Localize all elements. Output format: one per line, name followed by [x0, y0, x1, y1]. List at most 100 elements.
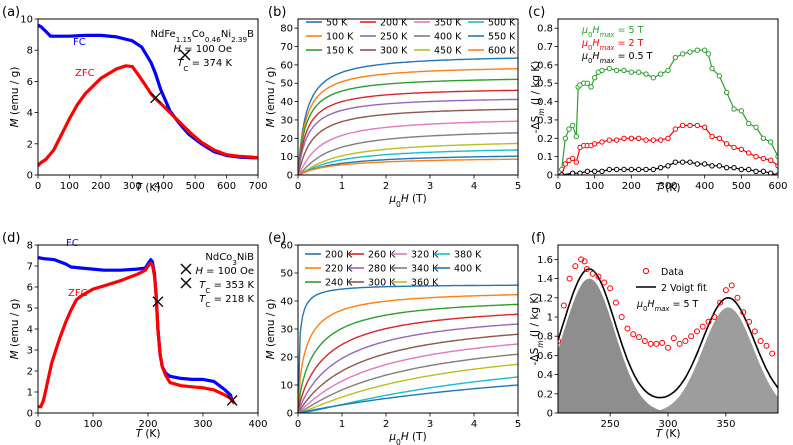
data-point	[769, 350, 776, 357]
x-tick-label: 500	[186, 181, 205, 192]
y-tick-label: 1	[547, 313, 553, 324]
x-tick-label: 0	[295, 181, 301, 192]
legend-label: 280 K	[368, 264, 396, 275]
data-point	[630, 331, 637, 338]
y-tick-label: 0	[547, 409, 553, 420]
data-point	[723, 164, 730, 171]
x-tick-label: 100	[83, 419, 102, 430]
series-100-k-line	[298, 67, 518, 175]
y-tick-label: 4	[27, 108, 33, 119]
data-point	[746, 318, 753, 325]
legend-label: 400 K	[434, 32, 462, 43]
data-point	[583, 266, 590, 272]
y-tick-label: 1	[27, 388, 33, 399]
x-tick-label: 2	[383, 181, 389, 192]
tc-label: TC = 374 K	[177, 58, 232, 73]
data-point	[679, 159, 686, 165]
fc-label: FC	[73, 37, 86, 48]
legend-label: μ0Hmax = 5 T	[581, 25, 644, 39]
legend-label: 50 K	[326, 18, 348, 29]
plot-area-f	[558, 256, 778, 413]
y-axis-label: M (emu / g)	[265, 299, 277, 360]
panel-c: 0 100 200 300 400 500 600 0 0.1 0.2 0.3 0.4 0.5 0.6 0.…	[530, 18, 788, 194]
data-point	[589, 270, 596, 277]
series-250-k-line	[298, 98, 518, 175]
series-50-k-line	[298, 57, 518, 175]
data-point	[650, 75, 657, 81]
data-point	[628, 69, 635, 75]
data-point	[738, 166, 745, 173]
panel-label: (a)	[2, 5, 20, 20]
data-point	[558, 338, 561, 344]
tc-marker	[150, 92, 162, 104]
data-point	[745, 120, 752, 127]
x-tick-label: 0	[35, 181, 41, 192]
data-point	[665, 344, 671, 351]
data-point	[745, 150, 752, 156]
data-point	[682, 338, 689, 344]
data-point	[606, 137, 613, 143]
series-zfc-line	[38, 64, 258, 168]
y-tick-label: 80	[280, 24, 293, 35]
tc-marker	[179, 49, 191, 61]
data-point	[731, 164, 737, 171]
data-point	[591, 141, 598, 147]
series-150-k-line	[298, 78, 518, 175]
y-axis-label: M (emu / g)	[9, 67, 21, 128]
data-point	[588, 84, 594, 90]
data-point	[628, 135, 635, 141]
legend-label: 300 K	[380, 46, 408, 57]
x-tick-label: 5	[515, 419, 521, 430]
series-300-k-line	[298, 333, 518, 413]
data-point	[693, 328, 700, 335]
data-point	[753, 168, 759, 175]
legend-marker	[642, 267, 650, 275]
y-tick-label: 70	[280, 42, 293, 53]
panel-label: (e)	[268, 231, 286, 246]
y-tick-label: 5	[27, 304, 33, 315]
data-point	[740, 309, 747, 316]
data-point	[584, 168, 591, 175]
data-point	[672, 159, 679, 165]
data-point	[694, 47, 701, 53]
x-tick-label: 400	[248, 419, 267, 430]
y-axis-label: M (emu / g)	[265, 67, 277, 128]
y-tick-label: 6	[27, 283, 33, 294]
data-point	[618, 314, 625, 320]
panel-label: (f)	[531, 231, 546, 246]
data-point	[731, 144, 737, 151]
panel-label: (d)	[2, 231, 20, 246]
data-point	[753, 153, 759, 160]
data-point	[566, 126, 572, 132]
y-tick-label: 0.6	[537, 351, 553, 362]
data-point	[641, 338, 648, 344]
x-tick-label: 4	[471, 181, 477, 192]
x-axis-label: μ0H (T)	[388, 431, 426, 445]
data-point	[688, 333, 695, 340]
y-tick-label: 0	[27, 171, 33, 182]
legend-label: 600 K	[488, 46, 516, 57]
data-point	[635, 135, 642, 141]
x-tick-label: 2	[383, 419, 389, 430]
data-point	[635, 69, 642, 75]
data-point	[665, 163, 671, 169]
data-point	[679, 122, 686, 129]
data-point	[745, 166, 752, 173]
x-tick-label: 200	[138, 419, 157, 430]
panel-f: 250 300 350 0 0.2 0.4 0.6 0.8 1 1.2 1.4 1.6 Data 2 Vo…	[529, 244, 779, 440]
tc-marker-stroke	[180, 277, 192, 289]
legend-label: 150 K	[326, 46, 354, 57]
y-tick-label: 0	[27, 409, 33, 420]
data-point	[581, 258, 588, 265]
plot-area-c	[558, 47, 778, 175]
legend-field: μ0Hmax = 5 T	[636, 299, 699, 313]
data-point	[643, 166, 649, 173]
data-point	[723, 89, 730, 96]
y-tick-label: 10	[20, 15, 33, 26]
legend: 50 K 100 K 150 K 200 K 250 K 300 K 350 K 400 K 4…	[306, 18, 516, 57]
data-point	[621, 166, 627, 173]
legend-label: 400 K	[454, 264, 482, 275]
axes-frame-f	[557, 244, 779, 414]
data-point	[591, 75, 598, 81]
tc-marker-stroke	[180, 263, 192, 275]
